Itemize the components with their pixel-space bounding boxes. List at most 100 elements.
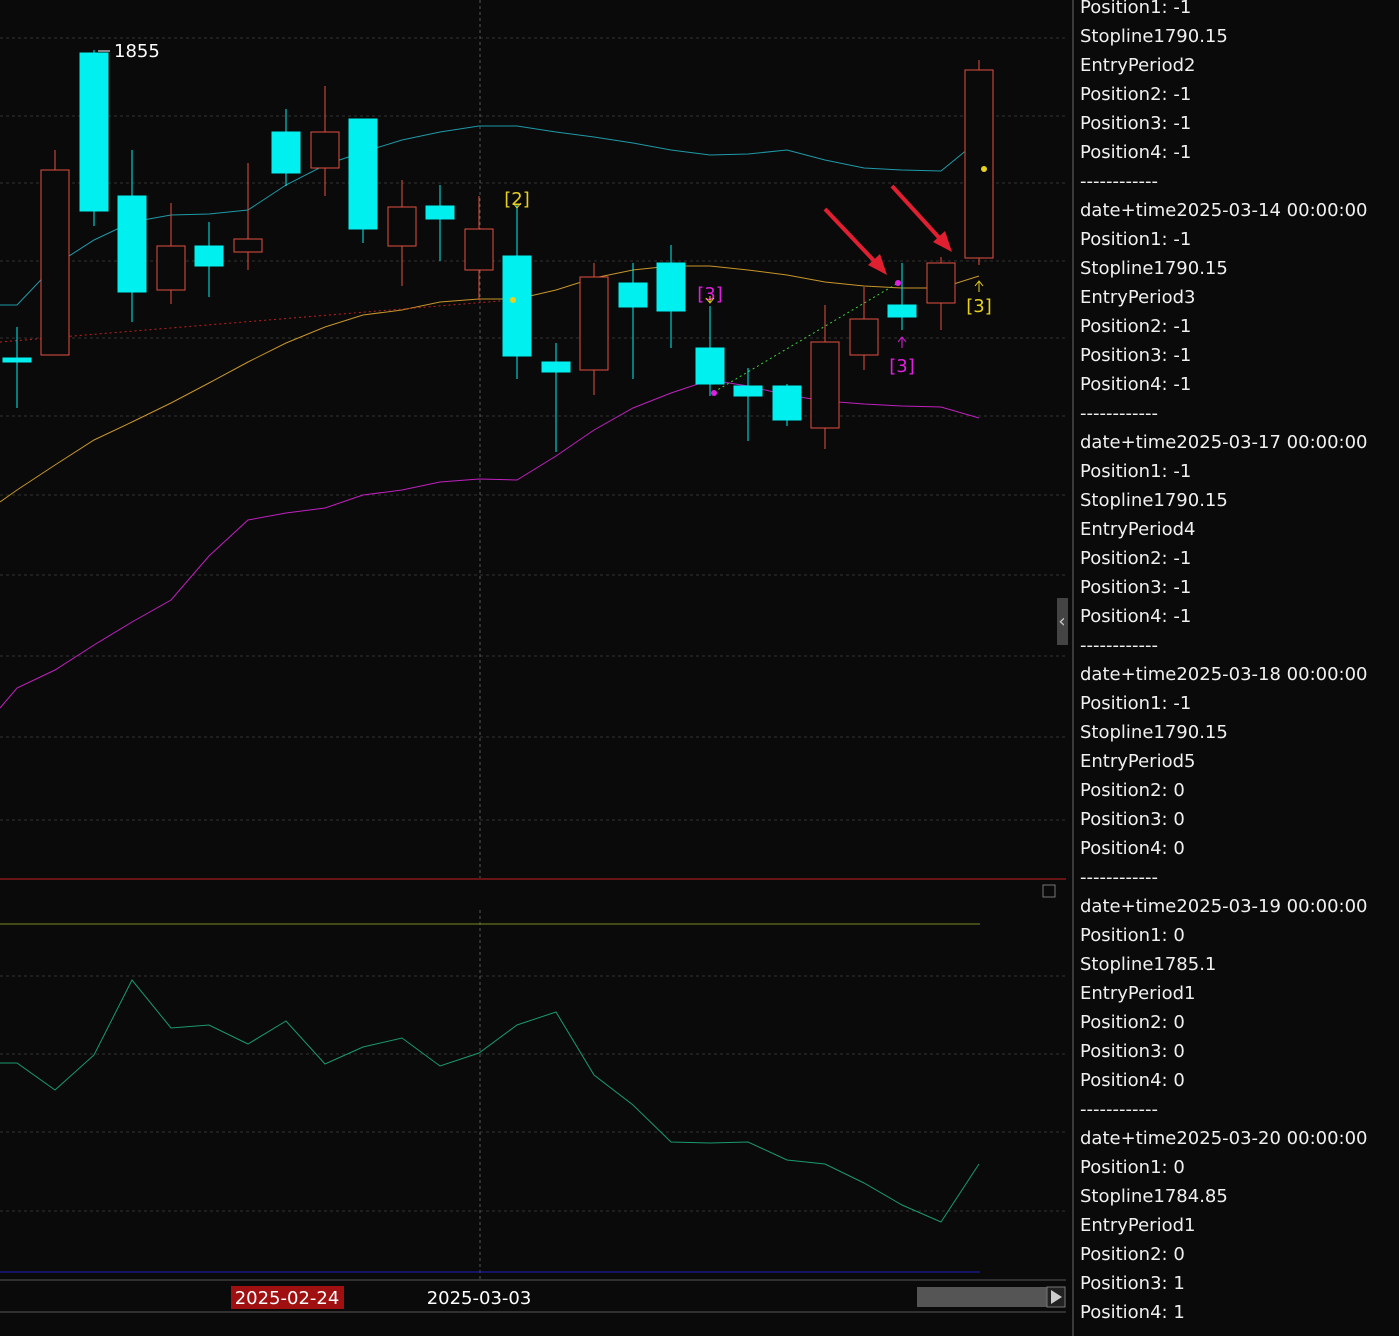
log-line: Position1: -1 <box>1080 461 1192 482</box>
candle-body <box>387 206 417 247</box>
candle-body <box>502 255 532 357</box>
log-line: Position1: -1 <box>1080 229 1192 250</box>
candle-body <box>579 276 609 371</box>
log-line: Position3: 1 <box>1080 1273 1185 1294</box>
scroll-arrow <box>1051 1290 1062 1304</box>
candle-body <box>695 347 725 385</box>
dot <box>711 390 717 396</box>
log-line: ------------ <box>1080 171 1158 192</box>
log-line: Position2: 0 <box>1080 780 1185 801</box>
log-line: Position2: 0 <box>1080 1012 1185 1033</box>
log-line: ------------ <box>1080 635 1158 656</box>
log-line: Position2: 0 <box>1080 1244 1185 1265</box>
candle-body <box>926 262 956 304</box>
log-line: date+time2025-03-20 00:00:00 <box>1080 1128 1368 1149</box>
signal-label: [2] <box>504 189 530 210</box>
candle-body <box>618 282 648 308</box>
log-line: Position4: 0 <box>1080 838 1185 859</box>
candle-body <box>887 304 917 318</box>
log-line: ------------ <box>1080 403 1158 424</box>
x-label: 2025-03-03 <box>427 1288 532 1309</box>
chart-area: ‹ 2025-02-24 2025-03-03 1855 [2] [3] [3]… <box>0 0 1068 1313</box>
log-line: Position1: 0 <box>1080 1157 1185 1178</box>
signal-arrow <box>897 336 907 348</box>
trend-line <box>713 282 899 393</box>
candle-body <box>233 238 263 253</box>
log-line: Stopline1790.15 <box>1080 258 1228 279</box>
log-line: Position4: 0 <box>1080 1070 1185 1091</box>
candle-body <box>849 318 879 356</box>
log-line: Stopline1785.1 <box>1080 954 1217 975</box>
indicator-line <box>0 979 980 1223</box>
date-highlight <box>231 1286 344 1309</box>
log-line: Position4: -1 <box>1080 374 1192 395</box>
candle-body <box>40 169 70 356</box>
log-line: ------------ <box>1080 867 1158 888</box>
log-line: Position2: -1 <box>1080 316 1192 337</box>
annotation-arrows <box>823 184 952 275</box>
candle-body <box>425 205 455 220</box>
candle-body <box>79 52 109 212</box>
panel-button[interactable] <box>1042 884 1056 898</box>
log-line: Position3: 0 <box>1080 1041 1185 1062</box>
high-label: 1855 <box>114 41 160 62</box>
log-line: Stopline1790.15 <box>1080 26 1228 47</box>
candle-body <box>656 262 686 312</box>
signal-arrow <box>974 280 984 292</box>
log-line: Position3: -1 <box>1080 577 1192 598</box>
candle-body <box>156 245 186 291</box>
log-line: Stopline1790.15 <box>1080 490 1228 511</box>
log-line: Position1: -1 <box>1080 0 1192 18</box>
log-line: Position3: -1 <box>1080 113 1192 134</box>
log-line: Position2: -1 <box>1080 84 1192 105</box>
log-line: Position3: 0 <box>1080 809 1185 830</box>
log-line: EntryPeriod1 <box>1080 983 1196 1004</box>
log-line: EntryPeriod4 <box>1080 519 1196 540</box>
log-line: Position4: -1 <box>1080 142 1192 163</box>
candle-body <box>271 131 301 174</box>
log-line: Position3: -1 <box>1080 345 1192 366</box>
candle-body <box>541 361 571 373</box>
signal-label: [3] <box>889 356 915 377</box>
collapse-icon[interactable]: ‹ <box>1058 611 1065 632</box>
dot <box>895 280 901 286</box>
low-band <box>0 379 980 709</box>
log-line: Position1: -1 <box>1080 693 1192 714</box>
output-log: Position1: -1 Stopline1790.15 EntryPeriod2… <box>1072 0 1399 1336</box>
trend-line <box>0 299 513 343</box>
collapse-tab[interactable] <box>1057 598 1068 645</box>
log-line: date+time2025-03-19 00:00:00 <box>1080 896 1368 917</box>
candle-body <box>464 228 494 271</box>
log-line: Stopline1784.85 <box>1080 1186 1228 1207</box>
log-line: EntryPeriod5 <box>1080 751 1196 772</box>
log-line: Stopline1790.15 <box>1080 722 1228 743</box>
x-label: 2025-02-24 <box>235 1288 340 1309</box>
log-line: Position2: -1 <box>1080 548 1192 569</box>
log-line: Position4: 1 <box>1080 1302 1185 1323</box>
candle-body <box>810 341 840 429</box>
log-line: EntryPeriod2 <box>1080 55 1196 76</box>
candle-body <box>117 195 147 293</box>
dot <box>981 166 987 172</box>
scrollbar[interactable] <box>917 1287 1047 1307</box>
dot <box>510 297 516 303</box>
signal-label: [3] <box>697 284 723 305</box>
candle-body <box>194 245 224 267</box>
signal-label: [3] <box>966 296 992 317</box>
log-line: date+time2025-03-14 00:00:00 <box>1080 200 1368 221</box>
log-line: date+time2025-03-17 00:00:00 <box>1080 432 1368 453</box>
signal-arrow <box>512 202 715 304</box>
log-line: Position1: 0 <box>1080 925 1185 946</box>
log-line: EntryPeriod1 <box>1080 1215 1196 1236</box>
candle-body <box>2 357 32 363</box>
candle-body <box>348 118 378 230</box>
log-line: ------------ <box>1080 1099 1158 1120</box>
candle-body <box>310 131 340 169</box>
log-line: Position4: -1 <box>1080 606 1192 627</box>
candle-body <box>733 385 763 397</box>
candle-body <box>772 385 802 421</box>
log-line: date+time2025-03-18 00:00:00 <box>1080 664 1368 685</box>
candle-body <box>964 69 994 259</box>
log-line: EntryPeriod3 <box>1080 287 1196 308</box>
